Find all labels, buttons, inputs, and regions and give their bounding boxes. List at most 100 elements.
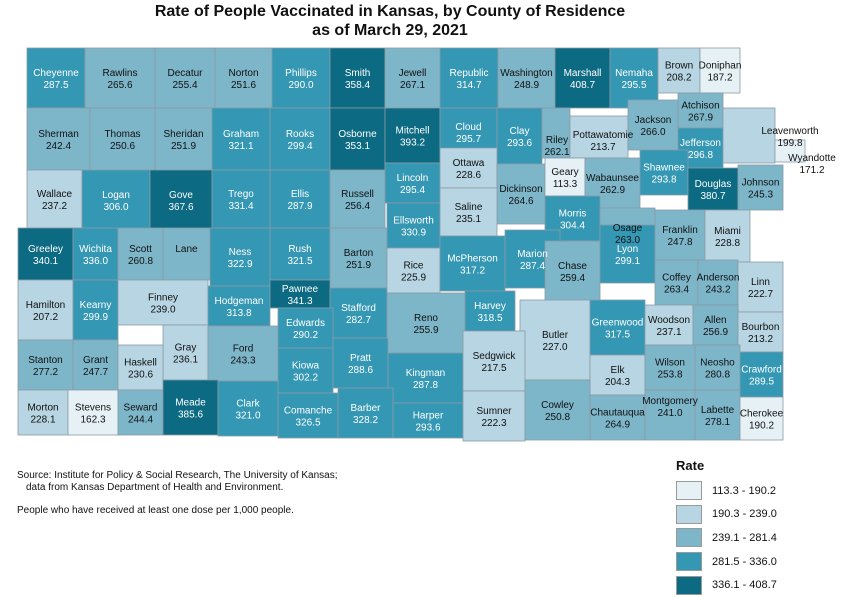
- county-name-label: Ellsworth: [393, 216, 434, 227]
- county-name-label: Wabaunsee: [586, 173, 639, 184]
- county-name-label: Montgomery: [642, 396, 698, 407]
- county-name-label: Linn: [751, 277, 770, 288]
- county-decatur: [154, 47, 216, 109]
- county-rate-label: 248.9: [514, 80, 539, 91]
- county-rate-label: 282.7: [346, 315, 371, 326]
- county-name-label: Trego: [228, 189, 254, 200]
- county-name-label: Russell: [341, 189, 374, 200]
- county-rate-label: 306.0: [103, 202, 128, 213]
- county-name-label: Graham: [223, 129, 259, 140]
- county-rate-label: 162.3: [80, 415, 105, 426]
- county-name-label: Republic: [450, 68, 489, 79]
- county-chase: [544, 240, 601, 302]
- county-rate-label: 260.8: [128, 256, 153, 267]
- county-name-label: Finney: [148, 293, 178, 304]
- county-name-label: Cherokee: [740, 409, 784, 420]
- county-name-label: Pawnee: [282, 284, 319, 295]
- county-rate-label: 293.6: [415, 423, 440, 434]
- county-finney: [117, 279, 209, 326]
- county-name-label: Wilson: [655, 358, 685, 369]
- county-name-label: Wallace: [37, 189, 73, 200]
- county-name-label: Brown: [665, 61, 693, 72]
- county-name-label: Osage: [613, 223, 643, 234]
- county-hamilton: [17, 279, 74, 341]
- county-crawford: [739, 351, 784, 398]
- county-rate-label: 217.5: [481, 363, 506, 374]
- county-name-label: Sherman: [38, 129, 79, 140]
- county-cowley: [524, 379, 591, 441]
- county-doniphan: [699, 47, 741, 94]
- county-name-label: Morton: [27, 403, 58, 414]
- legend-swatch: [676, 504, 702, 524]
- county-name-label: Meade: [175, 398, 206, 409]
- county-rice: [386, 247, 441, 294]
- county-name-label: Kearny: [80, 300, 112, 311]
- county-name-label: Ellis: [291, 189, 309, 200]
- county-name-label: Gove: [169, 190, 193, 201]
- county-rate-label: 213.2: [748, 334, 773, 345]
- legend-label: 281.5 - 336.0: [712, 555, 777, 568]
- county-rate-label: 393.2: [400, 138, 425, 149]
- county-name-label: Reno: [414, 313, 438, 324]
- county-osborne: [329, 107, 386, 171]
- county-trego: [211, 169, 271, 229]
- county-rate-label: 293.6: [507, 138, 532, 149]
- county-name-label: Smith: [345, 68, 371, 79]
- county-name-label: Rush: [288, 244, 311, 255]
- legend-item: 190.3 - 239.0: [676, 503, 777, 527]
- county-rate-label: 263.4: [664, 285, 689, 296]
- county-rate-label: 171.2: [799, 165, 824, 176]
- county-rate-label: 317.5: [605, 330, 630, 341]
- county-montgomery: [644, 389, 696, 441]
- county-rate-label: 241.0: [657, 408, 682, 419]
- county-kingman: [387, 352, 464, 404]
- legend-swatch: [676, 575, 702, 595]
- county-rate-label: 250.6: [110, 141, 135, 152]
- county-rate-label: 244.4: [128, 415, 153, 426]
- county-name-label: Coffey: [662, 273, 691, 284]
- county-phillips: [271, 47, 331, 109]
- county-scott: [117, 227, 164, 281]
- county-allen: [692, 304, 739, 346]
- county-name-label: Woodson: [648, 315, 690, 326]
- county-rate-label: 328.2: [353, 415, 378, 426]
- county-rate-label: 264.9: [605, 420, 630, 431]
- county-smith: [329, 47, 386, 109]
- county-name-label: Riley: [546, 135, 568, 146]
- county-name-label: Chautauqua: [590, 408, 645, 419]
- county-leavenworth: [722, 107, 776, 164]
- county-name-label: Seward: [124, 403, 158, 414]
- county-rate-label: 250.8: [545, 412, 570, 423]
- county-rate-label: 280.8: [705, 370, 730, 381]
- county-rate-label: 262.9: [600, 185, 625, 196]
- county-elk: [589, 354, 646, 396]
- legend-swatch: [676, 481, 702, 501]
- county-name-label: Rooks: [286, 129, 314, 140]
- county-name-label: Morris: [559, 209, 587, 220]
- county-rate-label: 207.2: [33, 312, 58, 323]
- county-name-label: Mitchell: [396, 126, 430, 137]
- county-rate-label: 255.4: [172, 80, 197, 91]
- rate-definition-note: People who have received at least one do…: [17, 505, 294, 516]
- county-name-label: Logan: [102, 190, 130, 201]
- county-rooks: [269, 107, 331, 171]
- county-name-label: Elk: [611, 365, 626, 376]
- county-rate-label: 336.0: [83, 256, 108, 267]
- county-rate-label: 267.9: [688, 113, 713, 124]
- county-name-label: Geary: [551, 167, 578, 178]
- county-rate-label: 353.1: [345, 141, 370, 152]
- county-linn: [737, 261, 784, 313]
- county-rate-label: 341.3: [287, 296, 312, 307]
- county-pawnee: [269, 279, 331, 309]
- county-rate-label: 317.2: [460, 266, 485, 277]
- county-norton: [214, 47, 273, 109]
- county-rate-label: 235.1: [456, 214, 481, 225]
- county-hodgeman: [207, 285, 271, 327]
- county-wallace: [26, 169, 83, 229]
- legend-label: 190.3 - 239.0: [712, 508, 777, 521]
- county-rate-label: 237.1: [656, 327, 681, 338]
- legend-swatch: [676, 552, 702, 572]
- county-name-label: Neosho: [700, 358, 735, 369]
- county-rate-label: 190.2: [749, 421, 774, 432]
- county-rate-label: 247.8: [667, 237, 692, 248]
